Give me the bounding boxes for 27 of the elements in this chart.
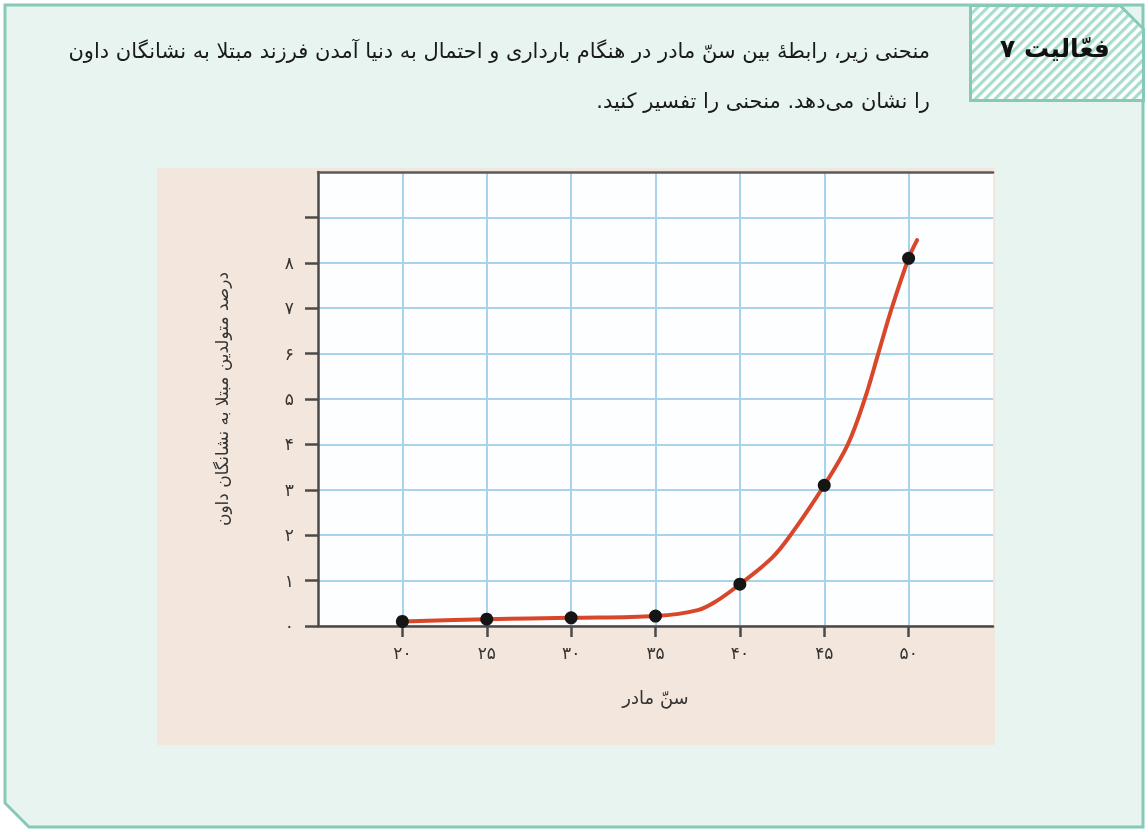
point — [902, 251, 916, 265]
y-tick-label: ۳ — [284, 479, 294, 500]
point — [395, 614, 409, 628]
y-tick-label: ۸ — [284, 252, 294, 273]
point — [817, 478, 831, 492]
point — [733, 577, 747, 591]
y-tick-label: ۵ — [284, 389, 294, 409]
y-tick-label: ۷ — [284, 298, 294, 319]
x-tick-label: ۵۰ — [899, 642, 918, 663]
x-tick-label: ۲۵ — [477, 642, 496, 663]
text: منحنی زیر، رابطهٔ بین سنّ مادر در هنگام بارداری و احتمال به دنیا آمدن فرزند مبتلا به نشانگان داون را نشان می‌دهد. منحنی را تفسیر کنید. — [68, 39, 930, 113]
x-axis-title: سنّ مادر — [621, 686, 689, 709]
point — [564, 611, 578, 625]
x-tick-label: ۳۰ — [561, 642, 581, 663]
y-tick-label: ۱ — [284, 570, 294, 591]
text: فعّالیت ۷ — [999, 34, 1111, 63]
x-tick-label: ۳۵ — [646, 642, 665, 663]
y-tick-label: ۰ — [284, 616, 294, 636]
x-tick-label: ۲۰ — [393, 642, 412, 663]
point — [480, 612, 494, 626]
y-tick-label: ۴ — [284, 434, 294, 455]
x-tick-label: ۴۰ — [730, 642, 750, 663]
y-axis-title: درصد متولدین مبتلا به نشانگان داون — [211, 271, 232, 527]
y-tick-label: ۶ — [284, 343, 294, 364]
point — [649, 609, 662, 623]
y-tick-label: ۲ — [284, 525, 294, 546]
x-tick-label: ۴۵ — [815, 642, 834, 663]
